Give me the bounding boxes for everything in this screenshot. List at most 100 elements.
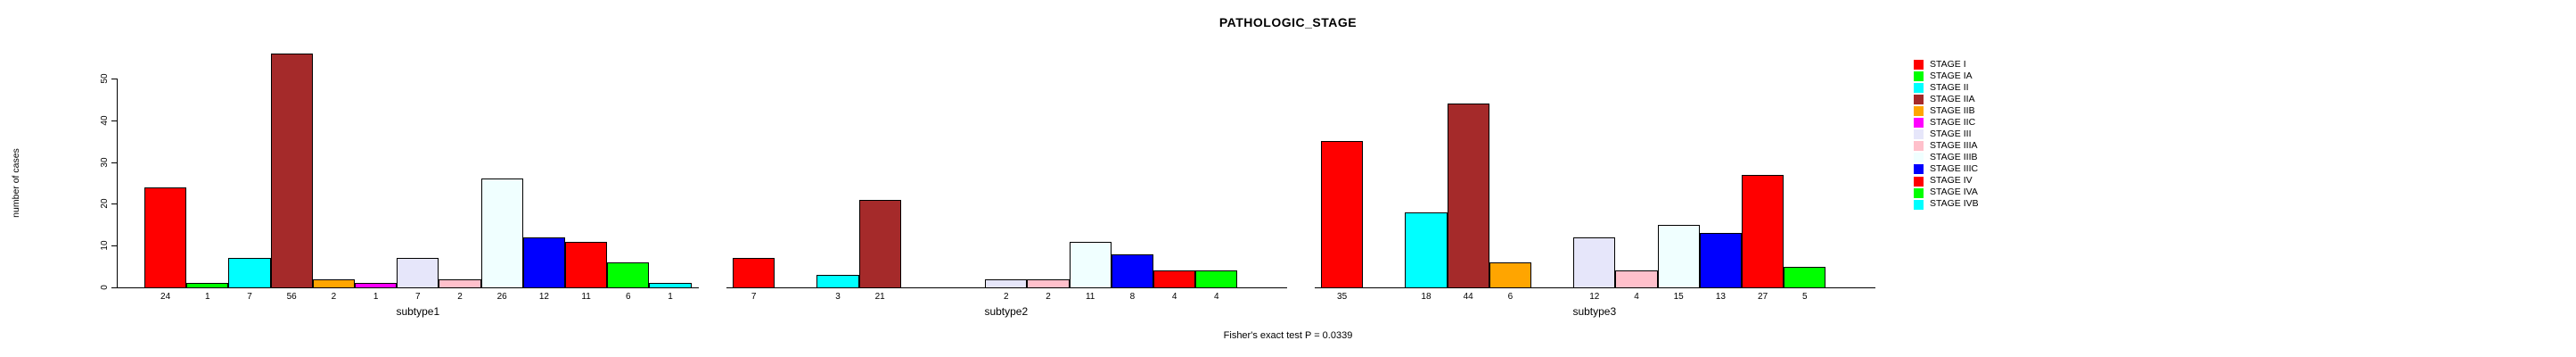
legend-swatch-stage-iiia: [1914, 141, 1924, 152]
bar-value-label: 13: [1715, 292, 1726, 302]
legend-swatch-stage-iic: [1914, 118, 1924, 129]
bar-stage-iii: [985, 278, 1028, 288]
bar-stage-ii: [228, 258, 271, 288]
y-axis-line: [117, 79, 118, 288]
y-axis-tick-label: 10: [99, 240, 110, 251]
group-label-subtype1: subtype1: [396, 305, 440, 318]
bar-value-label: 8: [1129, 292, 1136, 302]
legend-label: STAGE I: [1930, 58, 1966, 70]
y-axis-label: number of cases: [11, 148, 21, 218]
bar-stage-i: [1321, 141, 1364, 288]
legend-label: STAGE III: [1930, 128, 1972, 139]
bar-stage-iia: [858, 199, 901, 288]
y-axis-tick-label: 20: [99, 198, 110, 209]
bar-value-label: 1: [205, 292, 210, 302]
y-axis-tick-label: 30: [99, 157, 110, 168]
y-axis-tick-label: 40: [99, 115, 110, 126]
bar-stage-iv: [1742, 174, 1784, 288]
bar-stage-iiic: [1699, 233, 1742, 288]
bar-stage-iiic: [1111, 253, 1153, 288]
bar-value-label: 4: [1171, 292, 1177, 302]
bar-stage-iiia: [439, 278, 481, 288]
bar-value-label: 12: [1589, 292, 1600, 302]
bar-stage-iva: [1784, 266, 1826, 288]
bar-value-label: 44: [1463, 292, 1473, 302]
legend-label: STAGE IIIB: [1930, 151, 1978, 162]
bar-value-label: 18: [1421, 292, 1432, 302]
bar-value-label: 56: [286, 292, 297, 302]
bar-value-label: 1: [668, 292, 673, 302]
legend-label: STAGE IIC: [1930, 116, 1976, 128]
legend-swatch-stage-iiic: [1914, 164, 1924, 175]
bar-value-label: 11: [1085, 292, 1095, 302]
bar-stage-iv: [1153, 270, 1196, 288]
legend-label: STAGE IIIA: [1930, 139, 1978, 151]
legend-label: STAGE IV: [1930, 175, 1973, 186]
bar-stage-iva: [1195, 270, 1238, 288]
bar-value-label: 2: [1046, 292, 1051, 302]
legend-label: STAGE IIIC: [1930, 162, 1979, 174]
bar-value-label: 15: [1673, 292, 1684, 302]
y-axis-tick: [111, 162, 118, 163]
bar-stage-ivb: [649, 283, 692, 288]
legend-label: STAGE II: [1930, 81, 1969, 93]
legend-label: STAGE IVB: [1930, 198, 1979, 210]
legend-label: STAGE IIB: [1930, 104, 1975, 116]
legend-swatch-stage-iva: [1914, 187, 1924, 198]
bar-stage-iic: [355, 283, 398, 288]
legend-swatch-stage-iiib: [1914, 153, 1924, 163]
legend-swatch-stage-iib: [1914, 106, 1924, 117]
legend-swatch-stage-ivb: [1914, 199, 1924, 210]
bar-stage-iv: [565, 241, 608, 288]
y-axis-tick: [111, 287, 118, 288]
legend-swatch-stage-iia: [1914, 95, 1924, 105]
legend-swatch-stage-ia: [1914, 71, 1924, 82]
group-label-subtype2: subtype2: [984, 305, 1029, 318]
y-axis-tick-label: 0: [99, 285, 110, 290]
legend-swatch-stage-iii: [1914, 129, 1924, 140]
bar-stage-iib: [312, 278, 355, 288]
bar-value-label: 2: [457, 292, 463, 302]
bar-value-label: 7: [415, 292, 421, 302]
y-axis-tick: [111, 120, 118, 121]
legend-swatch-stage-i: [1914, 60, 1924, 70]
bar-value-label: 1: [373, 292, 379, 302]
y-axis-tick: [111, 203, 118, 205]
bar-value-label: 4: [1634, 292, 1639, 302]
bar-value-label: 5: [1802, 292, 1808, 302]
bar-stage-iiia: [1615, 270, 1658, 288]
legend-swatch-stage-iv: [1914, 176, 1924, 187]
bar-stage-iib: [1489, 262, 1531, 288]
bar-stage-iiib: [1657, 224, 1700, 288]
bar-stage-iia: [1447, 104, 1489, 288]
bar-stage-iiia: [1027, 278, 1070, 288]
y-axis-tick-label: 50: [99, 73, 110, 84]
bar-value-label: 35: [1337, 292, 1348, 302]
group-label-subtype3: subtype3: [1572, 305, 1617, 318]
bar-stage-iii: [1573, 237, 1616, 288]
bar-value-label: 2: [1004, 292, 1009, 302]
bar-value-label: 2: [331, 292, 337, 302]
bar-stage-ii: [1405, 212, 1448, 288]
bar-value-label: 26: [496, 292, 507, 302]
bar-stage-iva: [607, 262, 650, 288]
y-axis-tick: [111, 245, 118, 247]
legend-label: STAGE IIA: [1930, 93, 1975, 104]
bar-stage-iiib: [1069, 241, 1112, 288]
bar-value-label: 27: [1758, 292, 1768, 302]
bar-stage-ia: [186, 283, 229, 288]
chart-title: PATHOLOGIC_STAGE: [1218, 15, 1358, 29]
bar-value-label: 4: [1214, 292, 1219, 302]
bar-stage-i: [144, 187, 187, 288]
bar-value-label: 21: [874, 292, 885, 302]
bar-value-label: 11: [581, 292, 591, 302]
legend-label: STAGE IVA: [1930, 187, 1978, 198]
bar-value-label: 12: [538, 292, 549, 302]
bar-value-label: 7: [751, 292, 757, 302]
annotation-text: Fisher's exact test P = 0.0339: [1223, 330, 1353, 341]
legend-swatch-stage-ii: [1914, 83, 1924, 94]
bar-value-label: 24: [160, 292, 171, 302]
bar-stage-iia: [270, 53, 313, 288]
bar-stage-ii: [816, 274, 859, 288]
bar-value-label: 6: [626, 292, 631, 302]
